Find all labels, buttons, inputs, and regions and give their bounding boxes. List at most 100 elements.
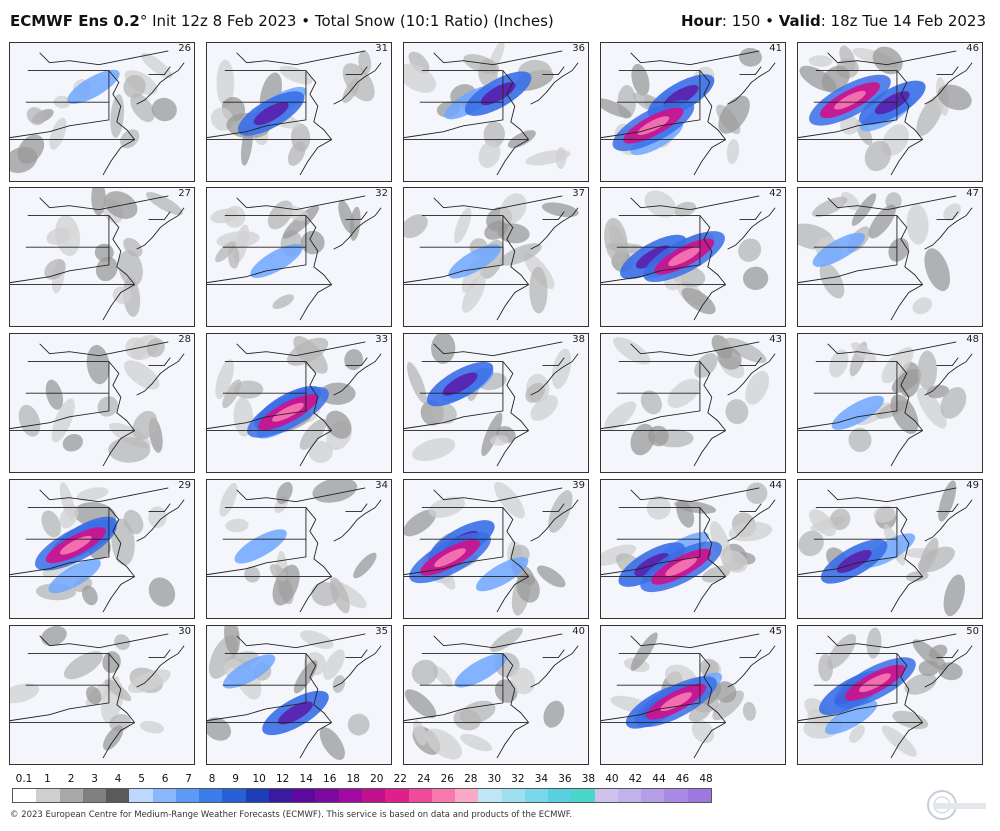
colorbar-tick-label: 12 (276, 773, 290, 785)
colorbar-tick-label: 1 (44, 773, 51, 785)
member-number: 39 (572, 480, 585, 491)
ensemble-member-panel: 38 (403, 333, 589, 473)
colorbar-segment (548, 789, 572, 802)
init-time: Init 12z 8 Feb 2023 (152, 12, 297, 30)
colorbar-segment (152, 789, 176, 802)
model-name: ECMWF Ens 0.2 (10, 12, 140, 30)
member-number: 50 (966, 626, 979, 637)
colorbar-segment (13, 789, 37, 802)
colorbar-tick-label: 9 (232, 773, 239, 785)
colorbar-tick-label: 22 (393, 773, 407, 785)
snow-map (207, 334, 391, 472)
hour-value: : 150 (721, 12, 761, 30)
snow-map (404, 188, 588, 326)
ensemble-member-panel: 39 (403, 479, 589, 619)
colorbar-tick-label: 32 (511, 773, 525, 785)
snow-map (798, 334, 982, 472)
copyright-footer: © 2023 European Centre for Medium-Range … (10, 810, 573, 820)
ensemble-member-panel: 44 (600, 479, 786, 619)
member-number: 37 (572, 188, 585, 199)
ensemble-member-panel: 27 (9, 187, 195, 327)
colorbar-segment (408, 789, 432, 802)
colorbar-tick-label: 18 (346, 773, 360, 785)
title-bullet: • (301, 12, 311, 30)
snow-map (10, 43, 194, 181)
colorbar-tick-label: 44 (652, 773, 666, 785)
colorbar-tick-label: 48 (699, 773, 713, 785)
colorbar-segment (455, 789, 479, 802)
ensemble-member-panel: 26 (9, 42, 195, 182)
ensemble-member-panel: 36 (403, 42, 589, 182)
colorbar-tick-label: 38 (581, 773, 596, 785)
snow-map (404, 334, 588, 472)
colorbar-tick-label: 34 (534, 773, 549, 785)
ensemble-member-panel: 35 (206, 625, 392, 765)
colorbar-tick-label: 28 (464, 773, 478, 785)
colorbar-tick-label: 4 (114, 773, 122, 785)
snow-map (601, 43, 785, 181)
colorbar-tick-label: 16 (323, 773, 337, 785)
chart-header: ECMWF Ens 0.2° Init 12z 8 Feb 2023 • Tot… (0, 0, 1000, 38)
ensemble-member-panel: 31 (206, 42, 392, 182)
snow-map (207, 43, 391, 181)
snow-map (207, 626, 391, 764)
colorbar-tick-label: 10 (252, 773, 266, 785)
ensemble-member-panel: 45 (600, 625, 786, 765)
snow-map (207, 480, 391, 618)
colorbar-ticks: 0.1 1 2 3 4 5 6 7 8 9 10 12 14 16 18 20 22 24 26 28 30 32 34 36… (0, 773, 1000, 787)
colorbar-segment (315, 789, 339, 802)
colorbar-segment (501, 789, 525, 802)
member-number: 35 (375, 626, 388, 637)
ensemble-member-panel: 40 (403, 625, 589, 765)
ensemble-member-panel: 41 (600, 42, 786, 182)
member-number: 42 (769, 188, 782, 199)
colorbar-segment (431, 789, 456, 802)
member-number: 47 (966, 188, 979, 199)
degree-symbol: ° (139, 12, 148, 30)
colorbar-segment (59, 789, 83, 802)
member-number: 30 (178, 626, 191, 637)
ensemble-member-panel: 32 (206, 187, 392, 327)
member-number: 26 (178, 43, 191, 54)
member-number: 36 (572, 43, 585, 54)
member-number: 33 (375, 334, 388, 345)
colorbar-segment (524, 789, 549, 802)
snow-map (798, 480, 982, 618)
ensemble-member-panel: 48 (797, 333, 983, 473)
ensemble-member-panel: 37 (403, 187, 589, 327)
colorbar-segment (687, 789, 711, 802)
hour-label: Hour (680, 12, 722, 30)
ensemble-member-panel: 28 (9, 333, 195, 473)
member-number: 28 (178, 334, 191, 345)
snow-map (798, 188, 982, 326)
member-number: 40 (572, 626, 585, 637)
ensemble-member-panel: 43 (600, 333, 786, 473)
title-bullet-right: • (765, 12, 774, 30)
ensemble-member-panel: 30 (9, 625, 195, 765)
snow-map (601, 626, 785, 764)
member-number: 48 (966, 334, 979, 345)
member-number: 27 (178, 188, 191, 199)
colorbar-segment (82, 789, 107, 802)
member-number: 41 (769, 43, 782, 54)
colorbar-tick-label: 42 (628, 773, 643, 785)
colorbar-tick-label: 24 (417, 773, 431, 785)
colorbar-tick-label: 36 (558, 773, 572, 785)
member-number: 32 (375, 188, 388, 199)
member-number: 34 (375, 480, 388, 491)
colorbar-tick-label: 7 (185, 773, 192, 785)
colorbar-tick-label: 14 (299, 773, 313, 785)
colorbar-segment (268, 789, 293, 802)
member-number: 44 (769, 480, 782, 491)
ensemble-member-panel: 46 (797, 42, 983, 182)
snow-map (798, 626, 982, 764)
snow-map (601, 188, 785, 326)
colorbar-tick-label: 20 (370, 773, 384, 785)
snow-map (10, 626, 194, 764)
snow-map (601, 334, 785, 472)
colorbar-tick-label: 5 (138, 773, 145, 785)
colorbar-segment (338, 789, 362, 802)
colorbar-tick-label: 2 (67, 773, 75, 785)
colorbar-segment (222, 789, 246, 802)
colorbar-tick-label: 3 (91, 773, 98, 785)
